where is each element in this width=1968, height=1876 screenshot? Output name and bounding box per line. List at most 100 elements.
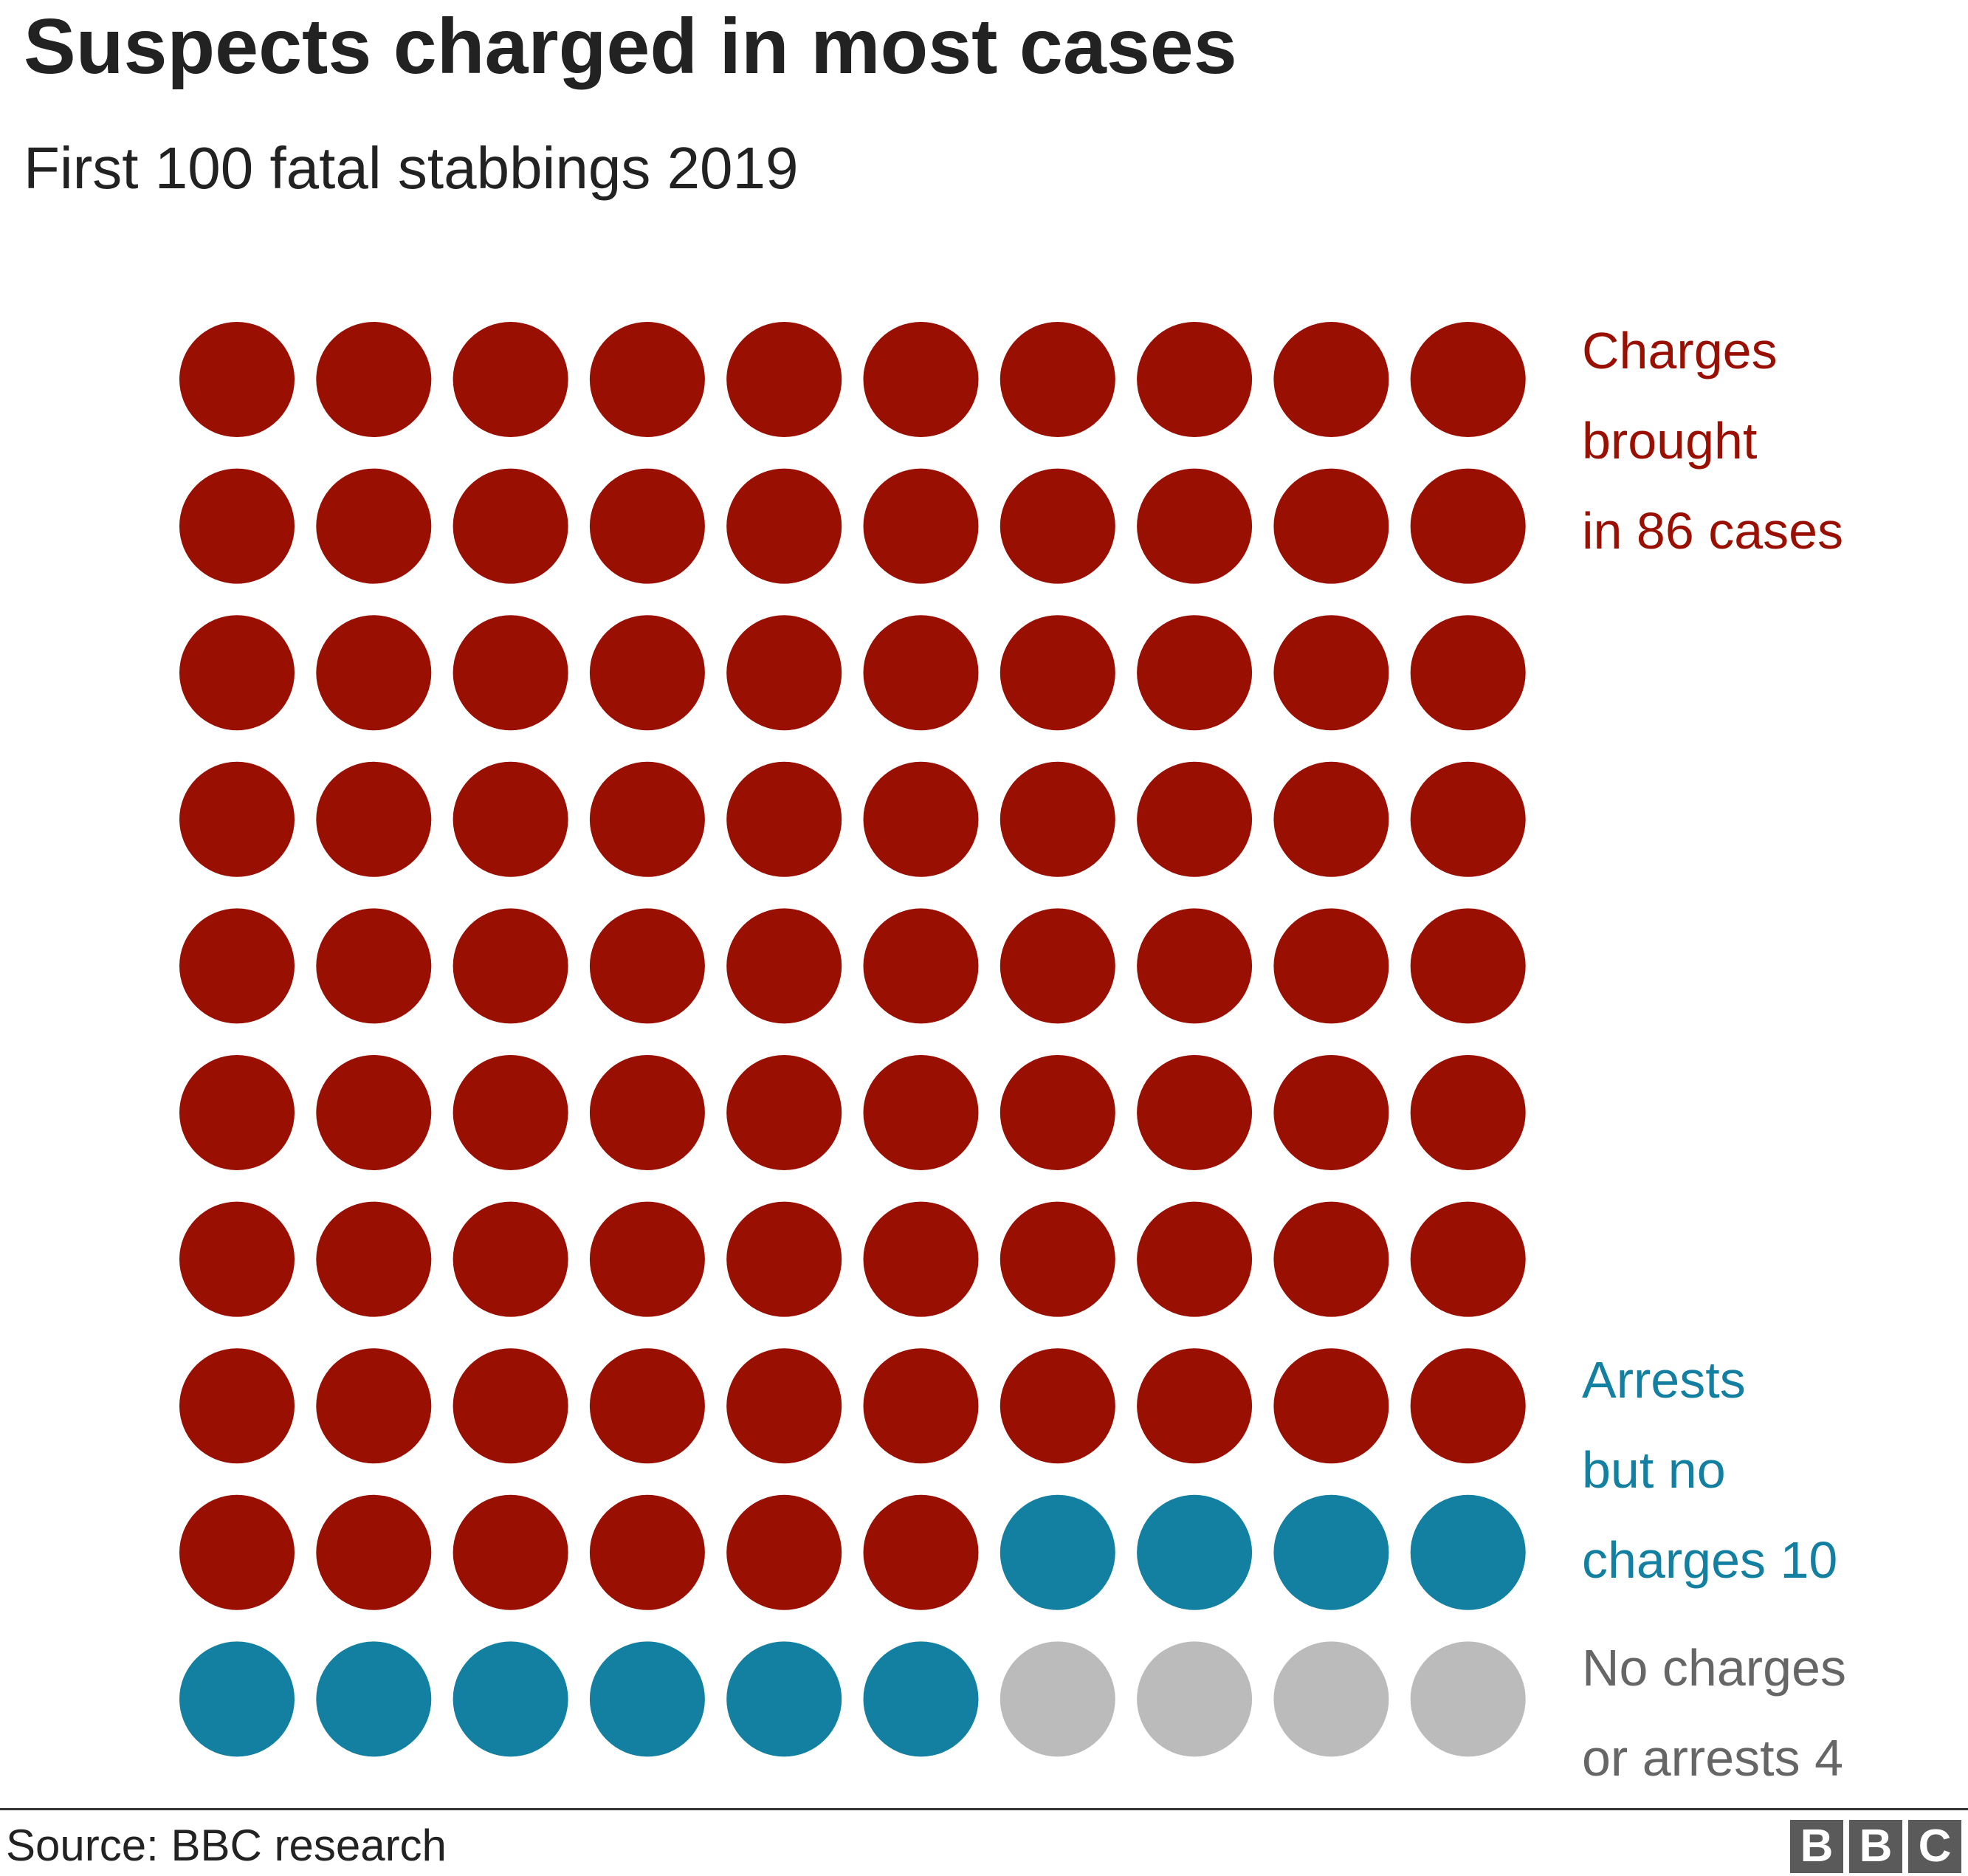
- waffle-dot-charged: [1273, 908, 1389, 1024]
- waffle-dot-charged: [1273, 1201, 1389, 1317]
- waffle-dot-charged: [863, 761, 979, 877]
- chart-title: Suspects charged in most cases: [24, 3, 1237, 90]
- waffle-dot-charged: [863, 1494, 979, 1610]
- waffle-dot-charged: [863, 1055, 979, 1170]
- waffle-dot-charged: [1000, 908, 1115, 1024]
- waffle-dot-charged: [863, 468, 979, 584]
- waffle-dot-charged: [179, 761, 295, 877]
- waffle-dot-charged: [1137, 908, 1253, 1024]
- legend-arrests: Arrests but no charges 10: [1582, 1351, 1838, 1589]
- waffle-dot-charged: [589, 322, 705, 437]
- waffle-dot-charged: [1410, 1348, 1526, 1464]
- waffle-dot-charged: [726, 615, 842, 731]
- waffle-dot-charged: [1000, 1201, 1115, 1317]
- waffle-dot-charged: [179, 1201, 295, 1317]
- waffle-dot-charged: [453, 1348, 568, 1464]
- waffle-dot-charged: [863, 615, 979, 731]
- waffle-dot-charged: [179, 1055, 295, 1170]
- waffle-dot-charged: [1410, 908, 1526, 1024]
- waffle-dot-charged: [589, 1348, 705, 1464]
- waffle-dot-charged: [316, 1201, 432, 1317]
- waffle-dot-charged: [316, 322, 432, 437]
- waffle-dot-charged: [453, 1055, 568, 1170]
- waffle-dot-charged: [179, 1348, 295, 1464]
- waffle-chart: [179, 322, 1526, 1757]
- waffle-dot-charged: [316, 761, 432, 877]
- waffle-dot-charged: [179, 615, 295, 731]
- waffle-dot-charged: [453, 615, 568, 731]
- waffle-dot-arrests: [1273, 1494, 1389, 1610]
- waffle-dot-arrests: [179, 1641, 295, 1757]
- waffle-dot-charged: [726, 908, 842, 1024]
- waffle-dot-charged: [1410, 322, 1526, 437]
- waffle-dot-charged: [1273, 1055, 1389, 1170]
- waffle-dot-charged: [179, 468, 295, 584]
- waffle-dot-charged: [453, 468, 568, 584]
- waffle-dot-charged: [1137, 761, 1253, 877]
- waffle-dot-none: [1410, 1641, 1526, 1757]
- waffle-dot-arrests: [1000, 1494, 1115, 1610]
- waffle-dot-charged: [1410, 615, 1526, 731]
- legend-no-charges: No charges or arrests 4: [1582, 1639, 1846, 1787]
- footer-divider: [0, 1808, 1968, 1810]
- waffle-dot-none: [1000, 1641, 1115, 1757]
- waffle-dot-charged: [1137, 468, 1253, 584]
- waffle-dot-none: [1137, 1641, 1253, 1757]
- waffle-dot-charged: [589, 1201, 705, 1317]
- waffle-dot-arrests: [1410, 1494, 1526, 1610]
- waffle-dot-charged: [726, 1494, 842, 1610]
- waffle-dot-charged: [1000, 322, 1115, 437]
- waffle-dot-charged: [1137, 615, 1253, 731]
- waffle-dot-charged: [863, 322, 979, 437]
- waffle-dot-charged: [1410, 468, 1526, 584]
- waffle-dot-arrests: [316, 1641, 432, 1757]
- waffle-dot-charged: [589, 615, 705, 731]
- waffle-dot-charged: [453, 322, 568, 437]
- waffle-dot-charged: [453, 761, 568, 877]
- waffle-dot-charged: [589, 468, 705, 584]
- bbc-logo: B B C: [1790, 1820, 1961, 1873]
- waffle-dot-charged: [453, 1494, 568, 1610]
- waffle-dot-charged: [1000, 468, 1115, 584]
- waffle-dot-charged: [179, 322, 295, 437]
- waffle-dot-charged: [863, 908, 979, 1024]
- waffle-dot-charged: [726, 322, 842, 437]
- waffle-dot-charged: [1410, 1201, 1526, 1317]
- waffle-dot-charged: [316, 468, 432, 584]
- waffle-dot-charged: [1137, 1348, 1253, 1464]
- legend-charged: Charges brought in 86 cases: [1582, 322, 1844, 560]
- waffle-dot-charged: [316, 1055, 432, 1170]
- waffle-dot-charged: [589, 908, 705, 1024]
- waffle-dot-charged: [726, 761, 842, 877]
- waffle-dot-none: [1273, 1641, 1389, 1757]
- waffle-dot-arrests: [1137, 1494, 1253, 1610]
- waffle-dot-charged: [589, 761, 705, 877]
- waffle-dot-charged: [863, 1201, 979, 1317]
- waffle-dot-charged: [863, 1348, 979, 1464]
- waffle-dot-charged: [726, 468, 842, 584]
- waffle-dot-charged: [316, 1494, 432, 1610]
- chart-subtitle: First 100 fatal stabbings 2019: [24, 135, 799, 201]
- waffle-dot-charged: [1000, 1055, 1115, 1170]
- waffle-dot-charged: [1273, 761, 1389, 877]
- waffle-dot-charged: [1410, 761, 1526, 877]
- waffle-dot-charged: [1410, 1055, 1526, 1170]
- waffle-dot-charged: [1273, 322, 1389, 437]
- waffle-dot-charged: [1137, 1055, 1253, 1170]
- waffle-dot-charged: [1273, 468, 1389, 584]
- bbc-logo-block: B: [1849, 1820, 1902, 1873]
- waffle-dot-charged: [1000, 1348, 1115, 1464]
- waffle-dot-charged: [726, 1055, 842, 1170]
- waffle-dot-charged: [179, 908, 295, 1024]
- waffle-dot-arrests: [589, 1641, 705, 1757]
- waffle-dot-charged: [1000, 615, 1115, 731]
- waffle-dot-arrests: [726, 1641, 842, 1757]
- waffle-dot-charged: [1137, 322, 1253, 437]
- bbc-logo-block: B: [1790, 1820, 1843, 1873]
- waffle-dot-charged: [316, 1348, 432, 1464]
- waffle-dot-charged: [179, 1494, 295, 1610]
- waffle-dot-charged: [1273, 1348, 1389, 1464]
- waffle-dot-charged: [316, 908, 432, 1024]
- waffle-dot-charged: [726, 1348, 842, 1464]
- waffle-dot-charged: [726, 1201, 842, 1317]
